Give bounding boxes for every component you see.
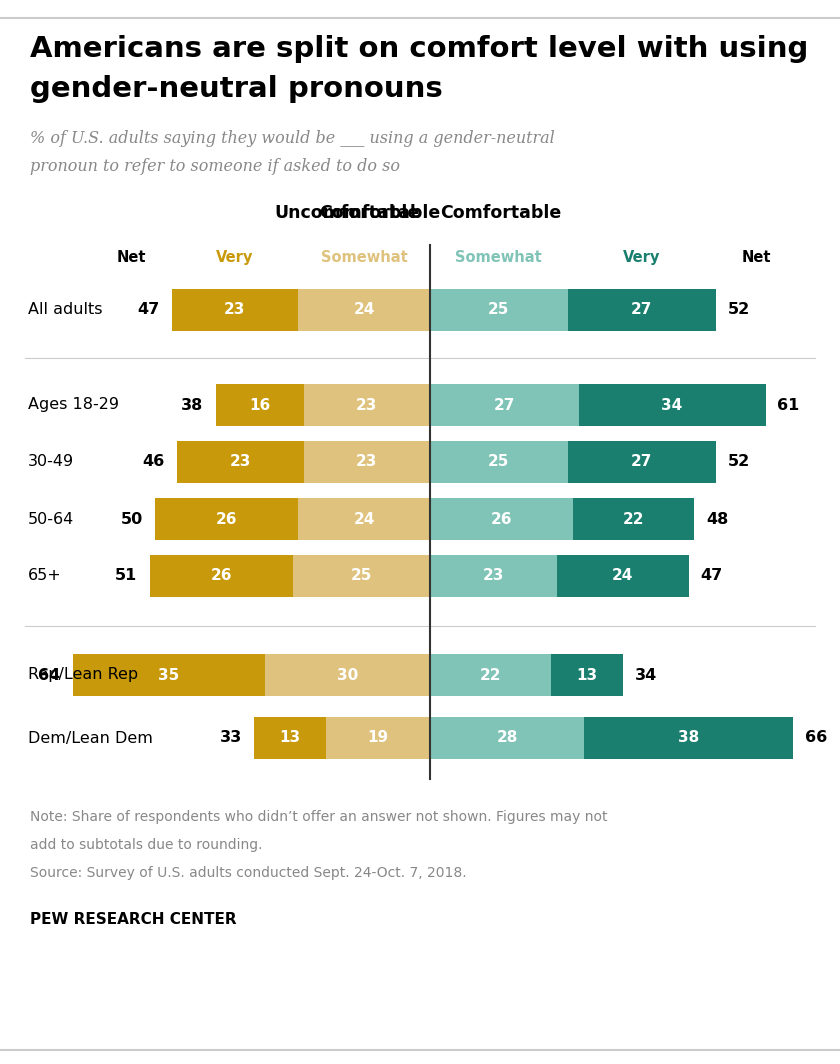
Text: 13: 13: [576, 667, 597, 682]
Text: 23: 23: [356, 398, 377, 413]
Text: 35: 35: [158, 667, 180, 682]
Text: 34: 34: [634, 667, 657, 682]
Bar: [573, 498, 694, 541]
Text: 16: 16: [249, 398, 270, 413]
Text: 48: 48: [706, 512, 728, 527]
Text: 13: 13: [279, 731, 301, 746]
Text: Ages 18-29: Ages 18-29: [28, 398, 119, 413]
Bar: [584, 717, 793, 759]
Text: 24: 24: [354, 302, 375, 317]
Text: Rep/Lean Rep: Rep/Lean Rep: [28, 667, 138, 682]
Text: 23: 23: [482, 568, 504, 583]
Text: 24: 24: [612, 568, 633, 583]
Bar: [430, 717, 584, 759]
Text: 64: 64: [39, 667, 60, 682]
Bar: [551, 654, 622, 696]
Text: Very: Very: [623, 250, 660, 265]
Text: 26: 26: [216, 512, 237, 527]
Bar: [430, 384, 579, 426]
Bar: [430, 555, 557, 597]
Text: 47: 47: [137, 302, 160, 317]
Text: 28: 28: [496, 731, 517, 746]
Text: 33: 33: [220, 731, 242, 746]
Text: 66: 66: [805, 731, 827, 746]
Bar: [557, 555, 689, 597]
Text: Somewhat: Somewhat: [321, 250, 407, 265]
Text: 27: 27: [494, 398, 515, 413]
Bar: [177, 440, 303, 483]
Bar: [254, 717, 326, 759]
Text: Dem/Lean Dem: Dem/Lean Dem: [28, 731, 153, 746]
Bar: [430, 289, 568, 331]
Text: 61: 61: [778, 398, 800, 413]
Text: 30: 30: [337, 667, 358, 682]
Text: Comfortable: Comfortable: [318, 204, 440, 222]
Text: gender-neutral pronouns: gender-neutral pronouns: [30, 74, 443, 103]
Bar: [292, 555, 430, 597]
Text: All adults: All adults: [28, 302, 102, 317]
Text: PEW RESEARCH CENTER: PEW RESEARCH CENTER: [30, 912, 237, 927]
Text: Somewhat: Somewhat: [455, 250, 542, 265]
Text: Net: Net: [117, 250, 146, 265]
Text: 46: 46: [143, 454, 165, 469]
Bar: [579, 384, 765, 426]
Text: 19: 19: [367, 731, 388, 746]
Bar: [326, 717, 430, 759]
Text: 26: 26: [491, 512, 512, 527]
Bar: [155, 498, 298, 541]
Text: Very: Very: [216, 250, 254, 265]
Text: 25: 25: [350, 568, 372, 583]
Bar: [568, 289, 716, 331]
Text: Source: Survey of U.S. adults conducted Sept. 24-Oct. 7, 2018.: Source: Survey of U.S. adults conducted …: [30, 866, 467, 880]
Text: 38: 38: [181, 398, 203, 413]
Text: 52: 52: [728, 302, 750, 317]
Bar: [430, 654, 551, 696]
Bar: [150, 555, 292, 597]
Text: 34: 34: [661, 398, 683, 413]
Bar: [265, 654, 430, 696]
Text: Uncomfortable: Uncomfortable: [275, 204, 420, 222]
Text: Net: Net: [741, 250, 771, 265]
Text: Note: Share of respondents who didn’t offer an answer not shown. Figures may not: Note: Share of respondents who didn’t of…: [30, 810, 607, 824]
Text: 50: 50: [121, 512, 143, 527]
Bar: [303, 384, 430, 426]
Text: add to subtotals due to rounding.: add to subtotals due to rounding.: [30, 838, 263, 852]
Text: Americans are split on comfort level with using: Americans are split on comfort level wit…: [30, 35, 808, 63]
Bar: [430, 498, 573, 541]
Text: 23: 23: [229, 454, 251, 469]
Text: 24: 24: [354, 512, 375, 527]
Bar: [303, 440, 430, 483]
Text: 23: 23: [356, 454, 377, 469]
Text: 30-49: 30-49: [28, 454, 74, 469]
Text: 52: 52: [728, 454, 750, 469]
Text: 25: 25: [488, 454, 509, 469]
Bar: [430, 440, 568, 483]
Bar: [298, 289, 430, 331]
Text: 27: 27: [631, 302, 653, 317]
Text: 23: 23: [224, 302, 245, 317]
Text: 27: 27: [631, 454, 653, 469]
Text: pronoun to refer to someone if asked to do so: pronoun to refer to someone if asked to …: [30, 157, 400, 174]
Text: 22: 22: [622, 512, 644, 527]
Text: 26: 26: [210, 568, 232, 583]
Text: 65+: 65+: [28, 568, 62, 583]
Text: 50-64: 50-64: [28, 512, 74, 527]
Text: 38: 38: [678, 731, 699, 746]
Text: 25: 25: [488, 302, 509, 317]
Text: % of U.S. adults saying they would be ___ using a gender-neutral: % of U.S. adults saying they would be __…: [30, 130, 554, 147]
Bar: [568, 440, 716, 483]
Text: 51: 51: [115, 568, 138, 583]
Bar: [298, 498, 430, 541]
Bar: [72, 654, 265, 696]
Text: 47: 47: [701, 568, 722, 583]
Bar: [216, 384, 303, 426]
Bar: [171, 289, 298, 331]
Text: 22: 22: [480, 667, 501, 682]
Text: Comfortable: Comfortable: [440, 204, 561, 222]
